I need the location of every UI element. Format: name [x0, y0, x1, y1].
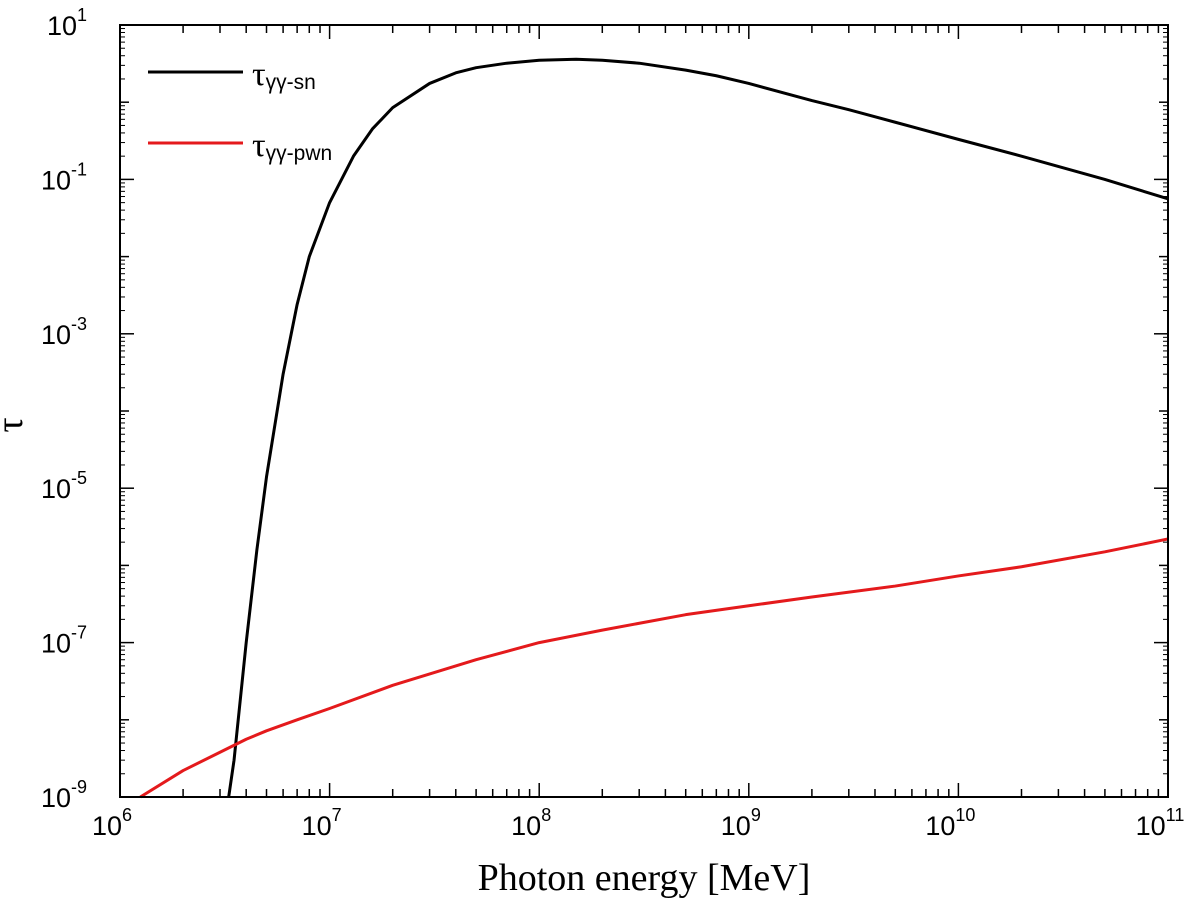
y-tick-label: 10-7	[41, 623, 87, 659]
x-tick-label: 1010	[925, 805, 975, 841]
legend-label-sn: τγγ-sn	[252, 56, 316, 94]
x-tick-label: 1011	[1136, 805, 1185, 841]
y-tick-label: 10-9	[41, 777, 87, 813]
series-line-1	[139, 537, 1169, 799]
series-line-0	[227, 57, 1169, 798]
plot-frame	[119, 24, 1169, 798]
y-tick-labels: 101 10-1 10-3 10-5 10-7 10-9	[41, 5, 87, 813]
series-lines	[139, 57, 1169, 799]
x-tick-labels: 106 107 108 109 1010 1011	[92, 805, 1184, 841]
y-tick-label: 10-3	[41, 314, 87, 350]
y-tick-label: 10-1	[41, 159, 87, 195]
legend: τγγ-sn τγγ-pwn	[148, 56, 332, 165]
x-tick-label: 106	[92, 805, 132, 841]
x-axis-label: Photon energy [MeV]	[478, 857, 811, 899]
y-tick-label: 10-5	[41, 468, 87, 504]
y-tick-label: 101	[47, 5, 87, 41]
y-axis-label: τ	[0, 417, 31, 432]
x-tick-label: 109	[721, 805, 761, 841]
legend-label-pwn: τγγ-pwn	[252, 127, 332, 165]
x-tick-label: 108	[511, 805, 551, 841]
x-tick-label: 107	[302, 805, 342, 841]
